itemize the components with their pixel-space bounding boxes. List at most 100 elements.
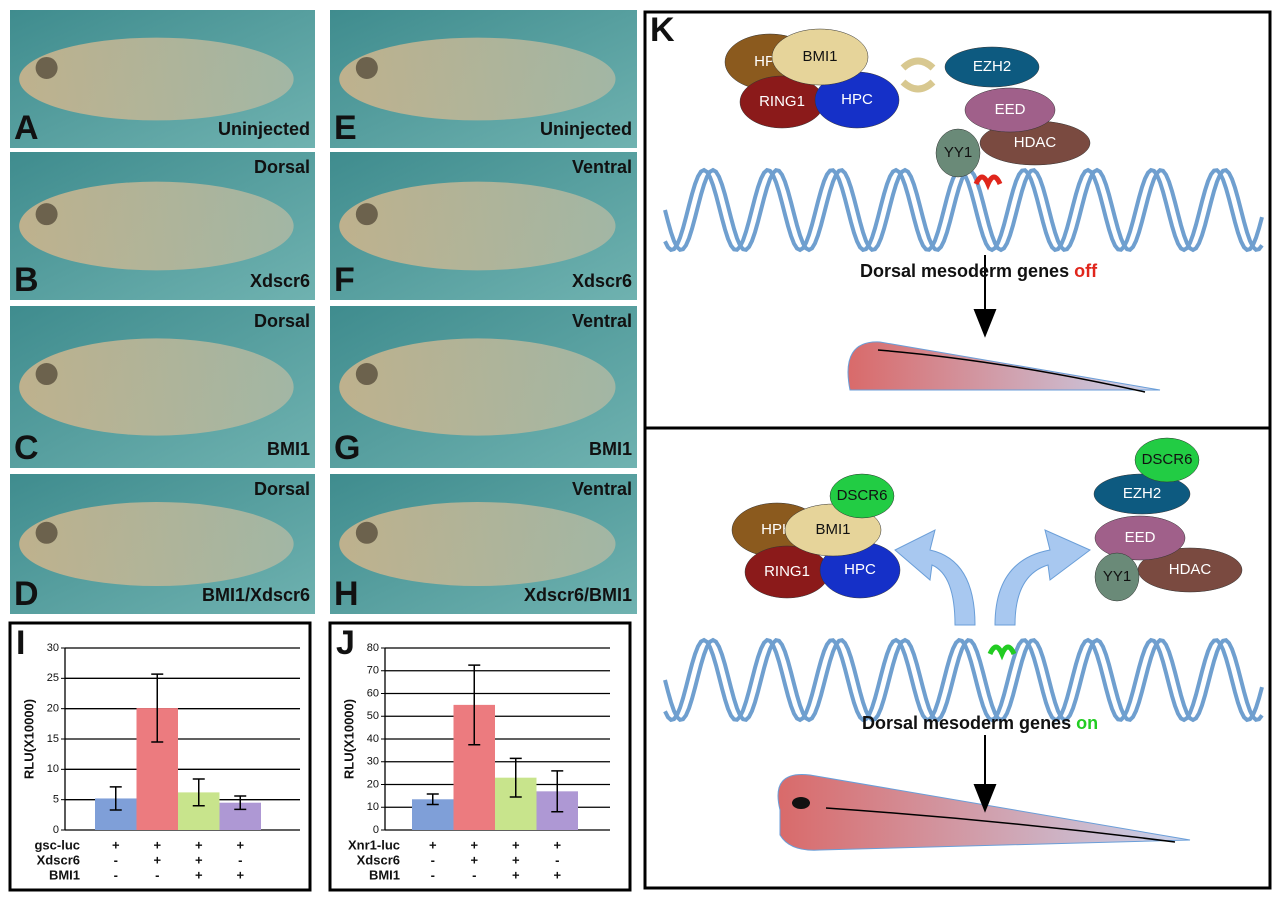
arrow: [973, 735, 997, 813]
eye: [35, 363, 58, 386]
y-tick-label: 25: [47, 672, 59, 684]
sign: -: [155, 867, 159, 882]
y-tick-label: 0: [53, 824, 59, 836]
error-bar: [151, 673, 164, 743]
sign: +: [195, 837, 203, 852]
sign: +: [470, 837, 478, 852]
panel-letter: E: [334, 109, 357, 147]
caption: Dorsal mesoderm genes off: [860, 261, 1098, 281]
panel-bottom-label: Xdscr6: [250, 271, 310, 291]
y-tick-label: 20: [367, 778, 379, 790]
caption-text: Dorsal mesoderm genes: [862, 713, 1071, 733]
panel-letter: H: [334, 575, 359, 613]
protein-label: HDAC: [1014, 134, 1057, 151]
sign: +: [512, 852, 520, 867]
protein: [1094, 552, 1140, 602]
state: on: [1076, 713, 1098, 733]
sign: +: [553, 867, 561, 882]
y-tick-label: 5: [53, 794, 59, 806]
sign: -: [555, 852, 559, 867]
row-label: Xdscr6: [37, 852, 80, 867]
protein-label: HPC: [844, 561, 876, 578]
eye: [35, 521, 58, 544]
eye: [355, 56, 378, 79]
panel-letter: K: [650, 11, 675, 49]
cycle-arrows: [900, 57, 936, 93]
protein-label: RING1: [764, 563, 810, 580]
chart-frame: [8, 621, 312, 892]
panel-letter: J: [336, 624, 355, 662]
embryo: [19, 338, 294, 436]
sign: +: [429, 837, 437, 852]
protein: [944, 46, 1040, 88]
sign: -: [431, 867, 435, 882]
eye: [35, 203, 58, 226]
panel-bottom-label: BMI1: [589, 439, 632, 459]
panel-k-bottom: [643, 426, 1272, 890]
protein: [964, 87, 1056, 133]
sign: -: [238, 852, 242, 867]
row-label: BMI1: [369, 867, 400, 882]
dna-strand: [663, 637, 1264, 723]
y-axis-label: RLU(X10000): [341, 699, 356, 779]
y-tick-label: 30: [367, 756, 379, 768]
panel-top-label: Dorsal: [254, 157, 310, 177]
protein: [935, 128, 981, 178]
caption-text: Dorsal mesoderm genes: [860, 261, 1069, 281]
sign: +: [512, 867, 520, 882]
dna-strand: [663, 167, 1264, 253]
panel-letter: C: [14, 429, 39, 467]
protein-label: EZH2: [1123, 485, 1161, 502]
protein-label: DSCR6: [1142, 451, 1193, 468]
error-bar: [192, 778, 205, 807]
protein: [1094, 515, 1186, 561]
y-tick-label: 10: [367, 801, 379, 813]
protein-label: EED: [995, 101, 1026, 118]
panel-letter: A: [14, 109, 39, 147]
sign: +: [195, 867, 203, 882]
error-bar: [551, 770, 564, 813]
dna-strand: [663, 637, 1264, 723]
panel-bottom-label: Xdscr6: [572, 271, 632, 291]
sign: -: [114, 852, 118, 867]
eye: [35, 56, 58, 79]
row-label: Xnr1-luc: [348, 837, 400, 852]
sign: +: [153, 852, 161, 867]
protein-label: HPH: [761, 521, 793, 538]
binding-site: [987, 644, 1017, 661]
error-bar: [109, 786, 122, 811]
binding-site: [973, 174, 1003, 191]
protein: [1134, 437, 1200, 483]
embryo: [19, 502, 294, 586]
protein-label: HPC: [841, 91, 873, 108]
row-label: BMI1: [49, 867, 80, 882]
protein: [829, 473, 895, 519]
protein-label: EED: [1125, 529, 1156, 546]
protein-label: BMI1: [802, 48, 837, 65]
protein-label: RING1: [759, 93, 805, 110]
embryo: [339, 181, 616, 271]
y-tick-label: 20: [47, 703, 59, 715]
y-tick-label: 40: [367, 733, 379, 745]
notochord: [877, 349, 1146, 393]
sign: +: [195, 852, 203, 867]
panel-bottom-label: Uninjected: [540, 119, 632, 139]
embryo: [19, 181, 294, 271]
protein-label: DSCR6: [837, 487, 888, 504]
y-tick-label: 10: [47, 763, 59, 775]
error-bar: [468, 664, 481, 746]
sign: +: [112, 837, 120, 852]
notochord: [825, 807, 1176, 843]
y-tick-label: 15: [47, 733, 59, 745]
protein-label: YY1: [944, 144, 972, 161]
panel-letter: F: [334, 261, 355, 299]
row-label: gsc-luc: [34, 837, 80, 852]
row-label: Xdscr6: [357, 852, 400, 867]
sign: -: [431, 852, 435, 867]
state: off: [1074, 261, 1098, 281]
protein-label: HDAC: [1169, 561, 1212, 578]
error-bar: [426, 793, 439, 806]
arrow: [973, 255, 997, 338]
y-tick-label: 0: [373, 824, 379, 836]
